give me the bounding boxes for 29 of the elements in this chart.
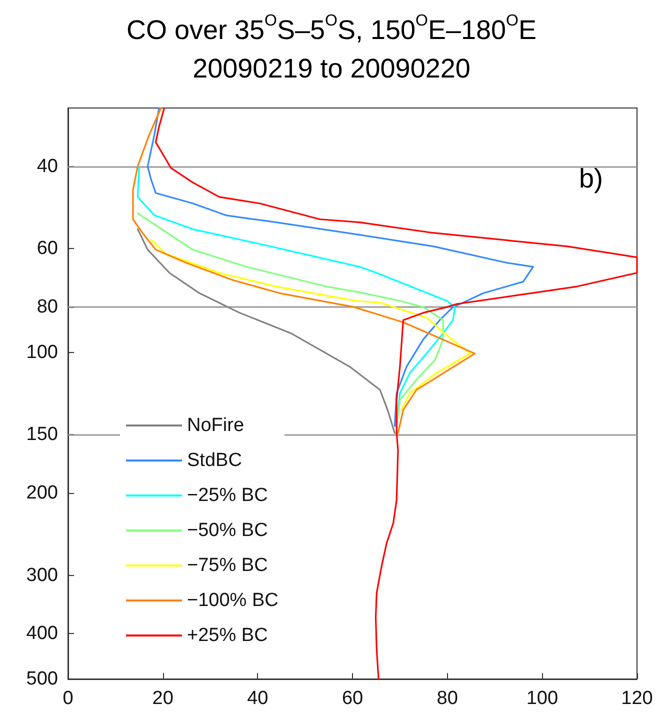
x-tick-label: 120 [621, 688, 653, 709]
chart-subtitle: 20090219 to 20090220 [192, 54, 470, 84]
legend-label: NoFire [187, 415, 244, 436]
y-tick-label: 80 [36, 296, 58, 318]
x-tick-label: 60 [342, 688, 364, 709]
x-tick-label: 0 [62, 688, 74, 709]
x-tick-label: 40 [247, 688, 268, 709]
legend-label: −100% BC [187, 590, 278, 611]
y-tick-label: 500 [26, 668, 58, 690]
x-tick-label: 80 [436, 688, 458, 709]
legend-label: −25% BC [187, 485, 268, 506]
legend-label: StdBC [187, 450, 242, 471]
line-series [132, 107, 476, 434]
y-tick-label: 200 [26, 482, 58, 504]
legend-label: −50% BC [187, 520, 268, 541]
legend-label: −75% BC [187, 555, 268, 576]
y-tick-label: 100 [26, 342, 58, 363]
y-tick-label: 40 [36, 156, 58, 177]
x-tick-label: 100 [526, 688, 558, 709]
y-tick-label: 400 [26, 623, 58, 644]
legend-label: +25% BC [187, 625, 268, 646]
y-tick-label: 300 [26, 564, 58, 586]
line-series [154, 107, 638, 680]
line-series [150, 238, 471, 411]
annotation: b) [578, 164, 604, 194]
line-series [136, 228, 396, 434]
x-tick-label: 20 [152, 688, 174, 709]
y-tick-label: 60 [36, 238, 58, 260]
y-tick-label: 150 [26, 424, 58, 446]
